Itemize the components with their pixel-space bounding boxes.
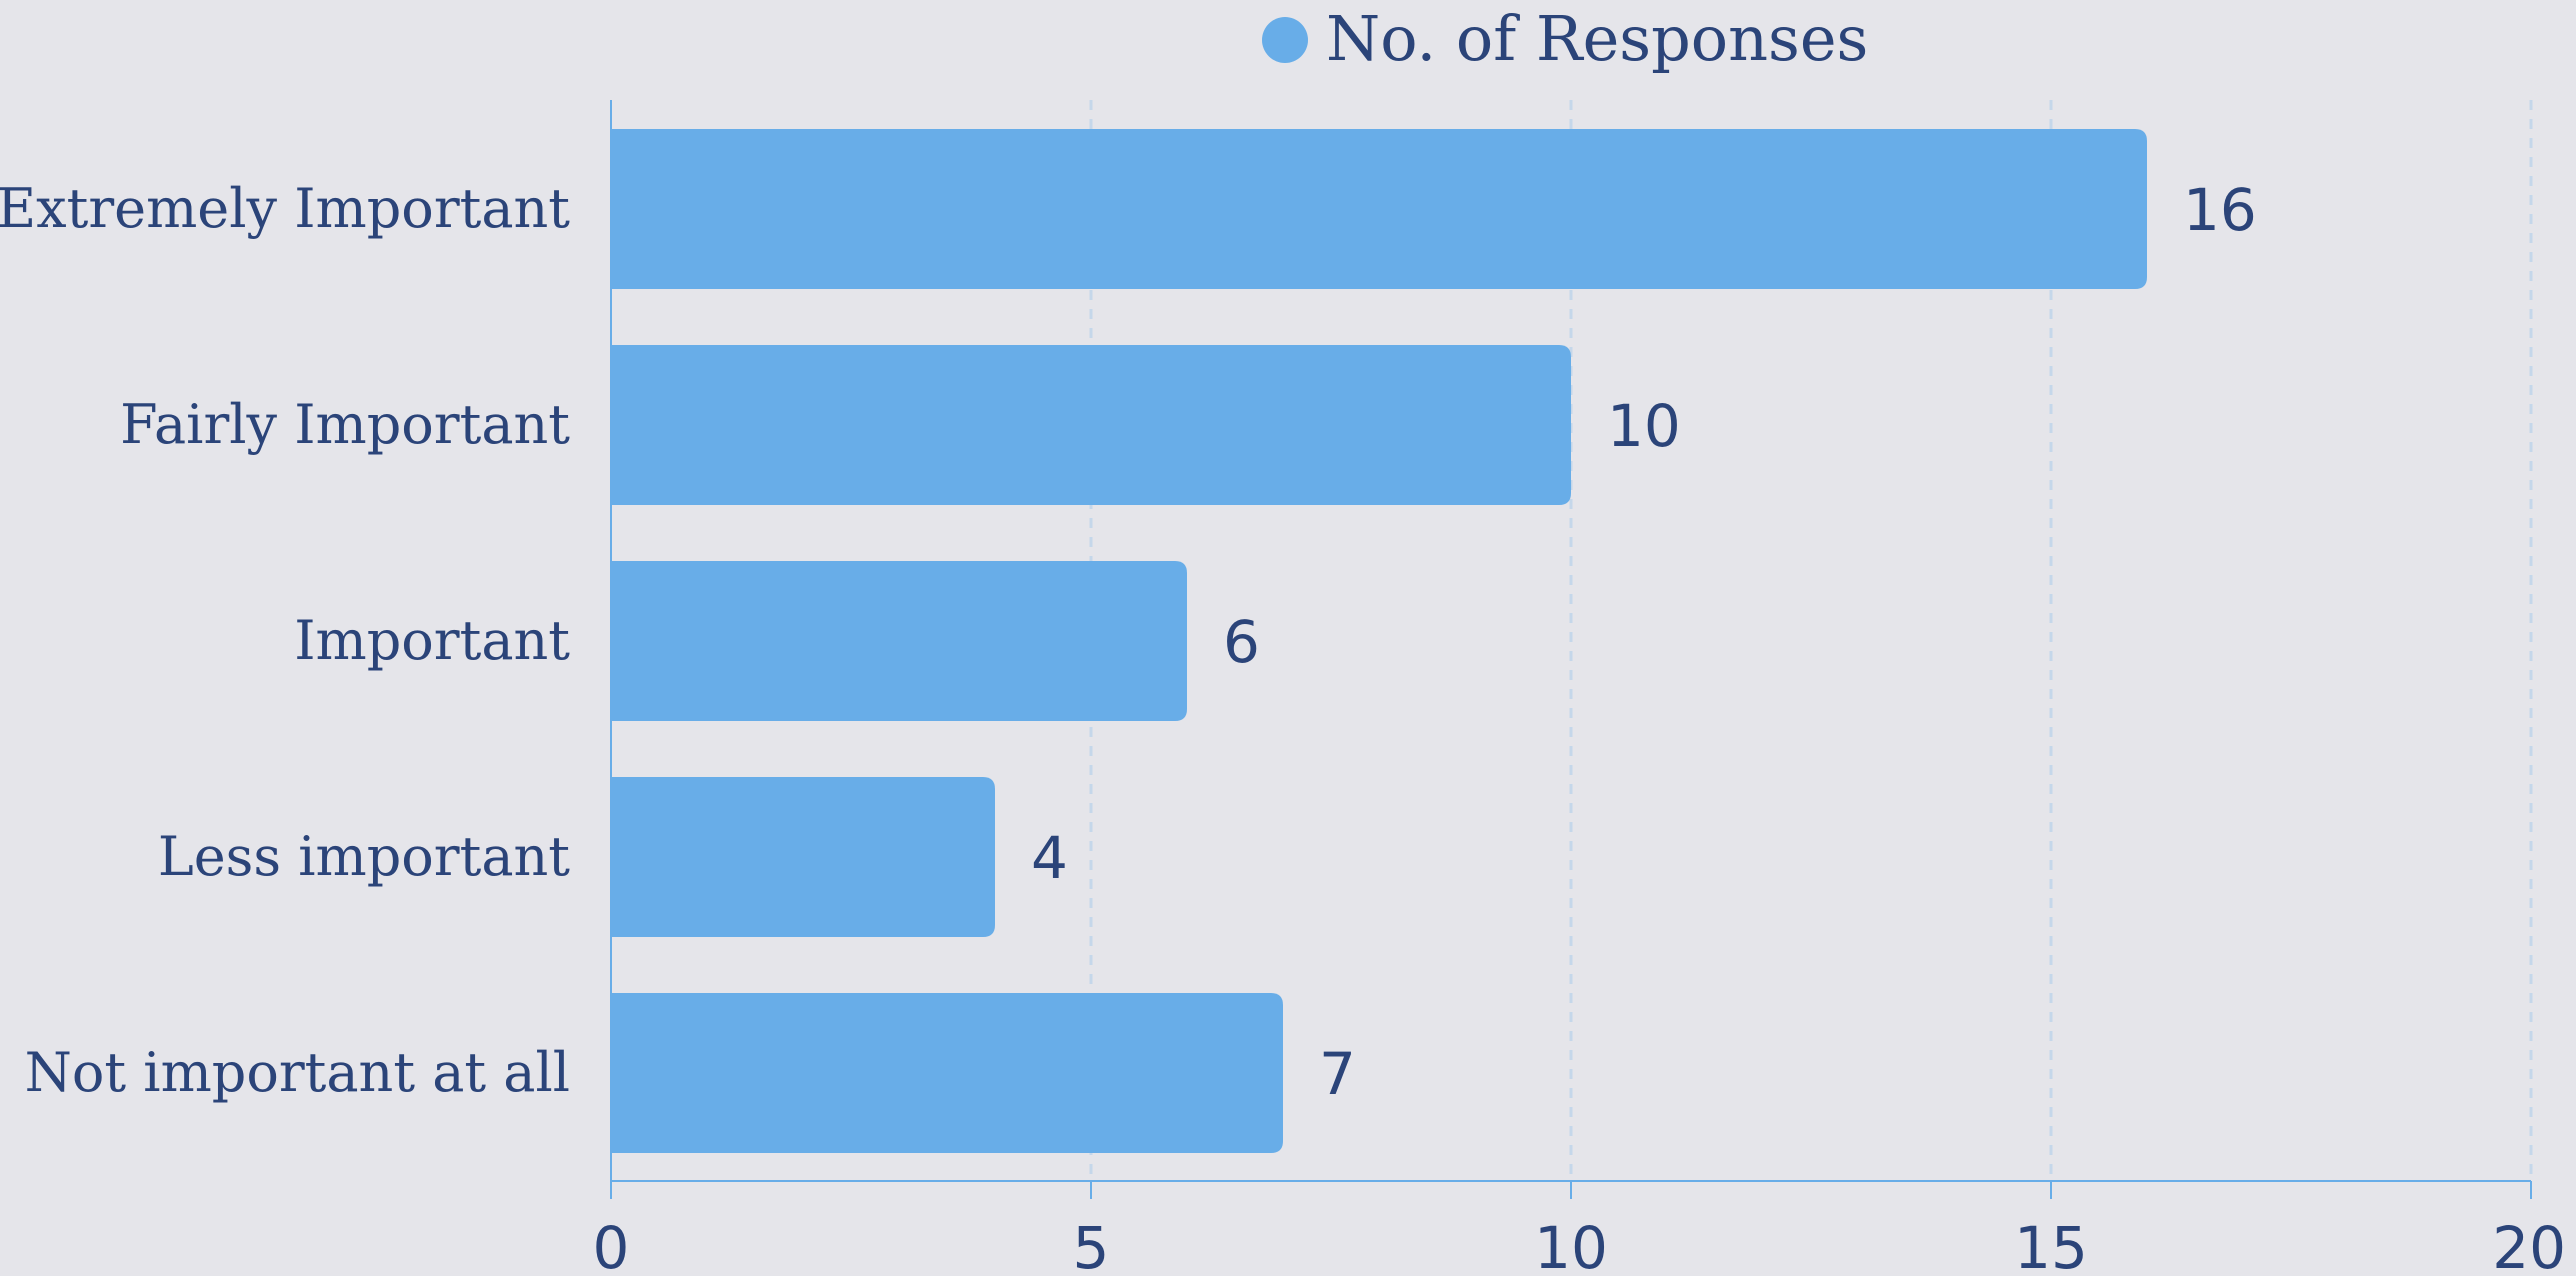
category-label: Important (294, 609, 570, 672)
bar-extremely-important (611, 129, 2147, 289)
labels: 16 Extremely Important 10 Fairly Important 6… (0, 176, 2257, 1108)
data-label: 16 (2183, 176, 2257, 244)
legend-label: No. of Responses (1326, 2, 1868, 75)
category-label: Extremely Important (0, 177, 570, 240)
data-label: 7 (1319, 1040, 1356, 1108)
x-tick-label: 20 (2492, 1214, 2566, 1276)
category-label: Fairly Important (120, 393, 570, 456)
x-tick-label: 0 (593, 1214, 630, 1276)
data-label: 6 (1223, 608, 1260, 676)
axes: 0 5 10 15 20 (593, 100, 2566, 1276)
x-tick-label: 10 (1534, 1214, 1608, 1276)
bar-not-important-at-all (611, 993, 1283, 1153)
bars (611, 129, 2147, 1153)
data-label: 4 (1031, 824, 1068, 892)
legend-marker (1262, 17, 1308, 63)
data-label: 10 (1607, 392, 1681, 460)
bar-important (611, 561, 1187, 721)
category-label: Not important at all (25, 1041, 570, 1104)
legend: No. of Responses (1262, 2, 1868, 75)
bar-less-important (611, 777, 995, 937)
category-label: Less important (158, 825, 570, 888)
x-tick-label: 15 (2014, 1214, 2088, 1276)
x-tick-label: 5 (1073, 1214, 1110, 1276)
bar-fairly-important (611, 345, 1571, 505)
